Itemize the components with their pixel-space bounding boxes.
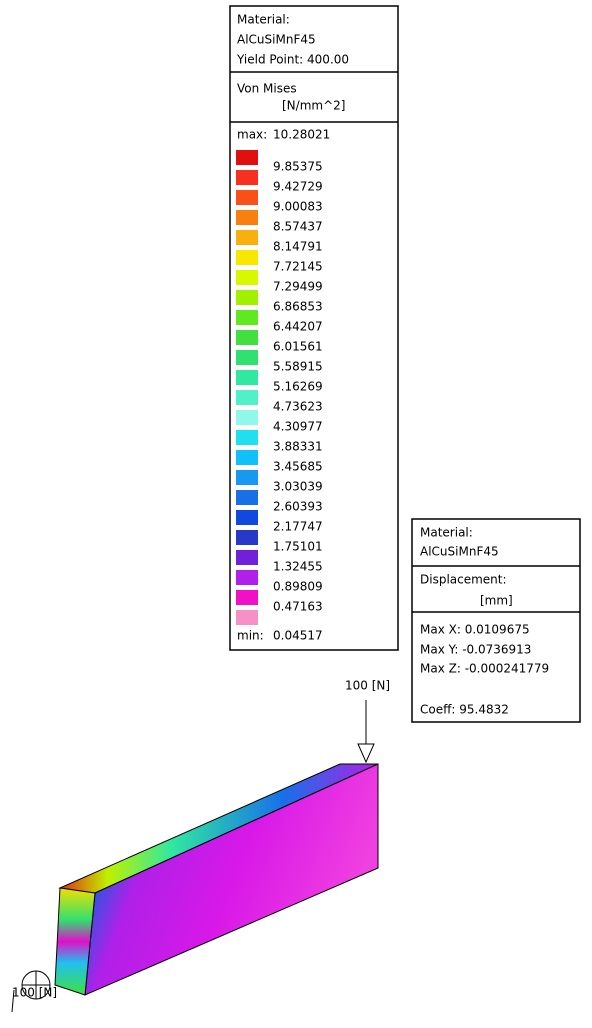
displacement-panel <box>411 518 581 723</box>
min-value: 0.04517 <box>273 629 323 643</box>
min-label: min: <box>237 629 264 643</box>
level-label: 4.73623 <box>273 400 323 414</box>
swatch <box>236 430 258 445</box>
beam <box>54 763 379 996</box>
swatch <box>236 290 258 305</box>
swatch <box>236 610 258 625</box>
swatch <box>236 210 258 225</box>
level-label: 5.58915 <box>273 360 323 374</box>
swatch <box>236 490 258 505</box>
level-label: 9.42729 <box>273 180 323 194</box>
level-label: 7.29499 <box>273 280 323 294</box>
level-label: 3.03039 <box>273 480 323 494</box>
max-z: Max Z: -0.000241779 <box>420 662 549 676</box>
unit: [mm] <box>480 594 513 608</box>
swatch <box>236 250 258 265</box>
level-label: 5.16269 <box>273 380 323 394</box>
level-label: 6.86853 <box>273 300 323 314</box>
swatch <box>236 530 258 545</box>
level-label: 0.47163 <box>273 600 323 614</box>
level-label: 1.75101 <box>273 540 323 554</box>
max-x: Max X: 0.0109675 <box>420 623 530 637</box>
swatch <box>236 270 258 285</box>
level-label: 7.72145 <box>273 260 323 274</box>
level-label: 6.01561 <box>273 340 323 354</box>
swatch <box>236 310 258 325</box>
swatch <box>236 370 258 385</box>
level-label: 9.85375 <box>273 160 323 174</box>
coeff: Coeff: 95.4832 <box>420 703 509 717</box>
load-label: 100 [N] <box>345 679 390 693</box>
swatch <box>236 590 258 605</box>
load-label: 100 [N] <box>12 986 57 1000</box>
level-label: 2.60393 <box>273 500 323 514</box>
swatch <box>236 550 258 565</box>
swatch <box>236 230 258 245</box>
level-label: 0.89809 <box>273 580 323 594</box>
material: AlCuSiMnF45 <box>420 545 499 559</box>
swatch <box>236 410 258 425</box>
swatch <box>236 350 258 365</box>
result: Displacement: <box>420 573 507 587</box>
swatch <box>236 170 258 185</box>
load-arrow <box>357 700 375 764</box>
label: Material: <box>420 526 473 540</box>
level-label: 9.00083 <box>273 200 323 214</box>
max-y: Max Y: -0.0736913 <box>420 643 531 657</box>
level-label: 8.14791 <box>273 240 323 254</box>
swatch <box>236 570 258 585</box>
support-icon <box>11 970 51 1013</box>
level-label: 2.17747 <box>273 520 323 534</box>
swatch <box>236 190 258 205</box>
unit: [N/mm^2] <box>282 99 345 113</box>
swatch <box>236 470 258 485</box>
label: Material: <box>237 13 290 27</box>
level-label: 8.57437 <box>273 220 323 234</box>
level-label: 1.32455 <box>273 560 323 574</box>
max-value: 10.28021 <box>273 128 330 142</box>
level-label: 6.44207 <box>273 320 323 334</box>
yield-point: Yield Point: 400.00 <box>236 53 349 67</box>
swatch <box>236 330 258 345</box>
max-label: max: <box>237 128 267 142</box>
level-label: 3.88331 <box>273 440 323 454</box>
swatch <box>236 150 258 165</box>
level-label: 3.45685 <box>273 460 323 474</box>
swatch <box>236 510 258 525</box>
swatch <box>236 390 258 405</box>
level-label: 4.30977 <box>273 420 323 434</box>
swatch <box>236 450 258 465</box>
material: AlCuSiMnF45 <box>237 33 316 47</box>
result: Von Mises <box>237 82 297 96</box>
